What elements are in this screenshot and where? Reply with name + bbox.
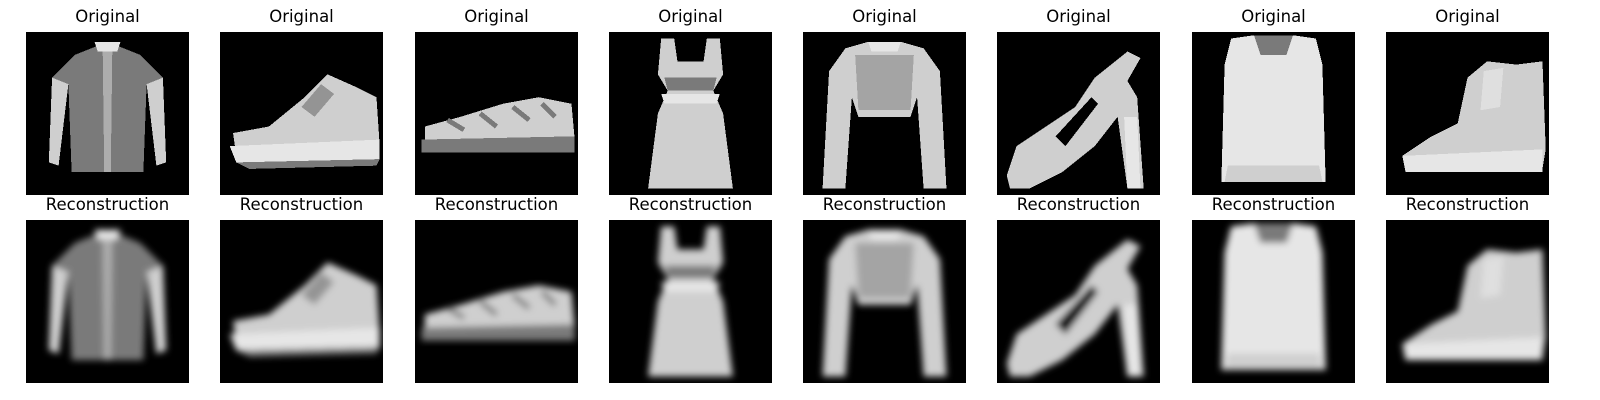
pullover-icon [803,32,966,195]
cell-title: Original [658,7,723,26]
image-cell: Original [1192,6,1355,195]
cell-title: Reconstruction [434,195,559,214]
cell-title: Original [1046,7,1111,26]
cell-title: Original [1435,7,1500,26]
high-heel-sandal-icon [997,220,1160,383]
image-cell: Original [220,6,383,195]
ankle-boot-icon [1386,220,1549,383]
image-cell: Original [26,6,189,195]
shirt-top-icon [1192,32,1355,195]
image-cell: Original [609,6,772,195]
image-cell: Original [415,6,578,195]
cell-title: Original [852,7,917,26]
cell-title: Original [464,7,529,26]
image-cell: Original [997,6,1160,195]
image-cell: Reconstruction [803,194,966,383]
image-cell: Reconstruction [997,194,1160,383]
high-heel-sandal-icon [997,32,1160,195]
dress-icon [609,220,772,383]
cell-title: Reconstruction [628,195,753,214]
image-cell: Original [1386,6,1549,195]
long-sleeve-shirt-icon [26,32,189,195]
image-cell: Original [803,6,966,195]
image-cell: Reconstruction [220,194,383,383]
sneaker-icon [220,32,383,195]
cell-title: Original [1241,7,1306,26]
image-cell: Reconstruction [26,194,189,383]
shirt-top-icon [1192,220,1355,383]
pullover-icon [803,220,966,383]
long-sleeve-shirt-icon [26,220,189,383]
cell-title: Reconstruction [1016,195,1141,214]
image-cell: Reconstruction [1192,194,1355,383]
sandal-low-shoe-icon [415,220,578,383]
cell-title: Reconstruction [1405,195,1530,214]
cell-title: Reconstruction [1211,195,1336,214]
cell-title: Reconstruction [45,195,170,214]
cell-title: Reconstruction [239,195,364,214]
image-cell: Reconstruction [415,194,578,383]
cell-title: Reconstruction [822,195,947,214]
image-cell: Reconstruction [1386,194,1549,383]
cell-title: Original [269,7,334,26]
dress-icon [609,32,772,195]
ankle-boot-icon [1386,32,1549,195]
cell-title: Original [75,7,140,26]
image-cell: Reconstruction [609,194,772,383]
sandal-low-shoe-icon [415,32,578,195]
sneaker-icon [220,220,383,383]
